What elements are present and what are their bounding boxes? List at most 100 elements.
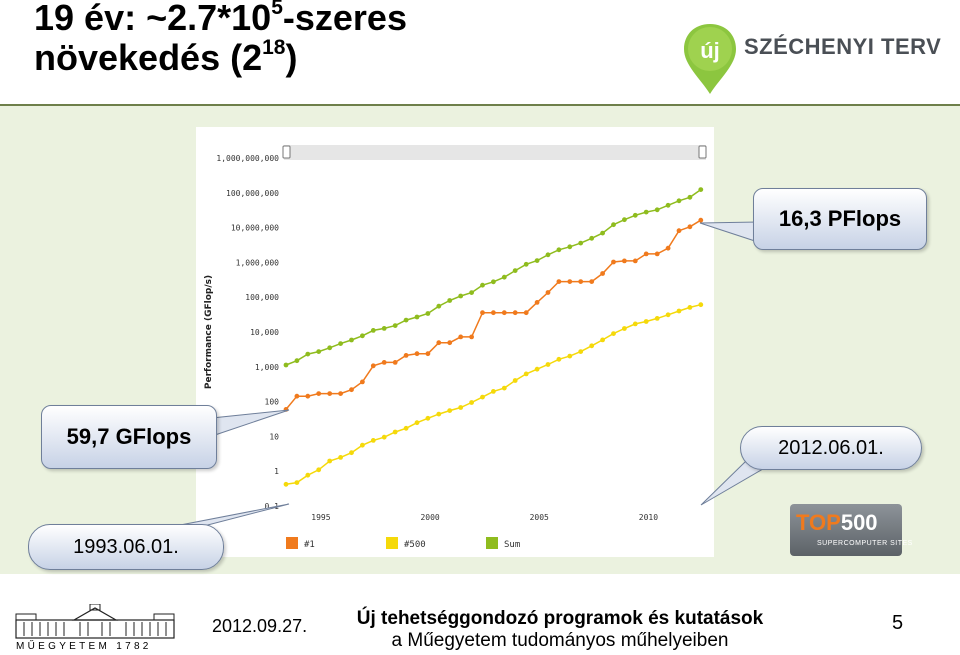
logo-text: SZÉCHENYI TERV (744, 34, 942, 59)
data-point (327, 345, 333, 351)
y-tick-label: 100 (265, 398, 280, 407)
y-tick-label: 100,000,000 (226, 189, 279, 198)
data-point (534, 366, 540, 372)
callout-start-date-text: 1993.06.01. (73, 535, 179, 558)
data-point (622, 326, 627, 331)
data-point (534, 300, 540, 305)
pointer-top-value (699, 221, 759, 243)
data-point (687, 194, 693, 200)
data-point (294, 480, 300, 485)
data-point (512, 268, 518, 273)
legend-swatch (486, 537, 498, 549)
data-point (512, 310, 518, 316)
top500-subtitle: SUPERCOMPUTER SITES (817, 540, 913, 547)
data-point (534, 258, 540, 263)
data-point (622, 217, 627, 223)
data-point (665, 245, 671, 251)
callout-end-date: 2012.06.01. (740, 426, 922, 470)
title-text-c: növekedés (2 (34, 37, 263, 78)
data-point (425, 415, 431, 421)
data-point (578, 349, 584, 354)
x-tick-label: 2005 (530, 513, 549, 522)
data-point (425, 351, 431, 357)
callout-top-value-text: 16,3 PFlops (778, 206, 902, 231)
data-point (523, 371, 529, 377)
data-point (403, 353, 409, 358)
callout-bottom-value-text: 59,7 GFlops (66, 424, 192, 449)
data-point (370, 438, 376, 443)
range-slider-handle-left (282, 145, 291, 159)
data-point (654, 207, 660, 213)
data-point (305, 351, 311, 357)
data-point (654, 316, 660, 321)
data-point (512, 378, 518, 383)
page-number: 5 (892, 612, 904, 634)
data-point (589, 235, 595, 241)
data-point (458, 405, 464, 410)
footer-line-1: Új tehetséggondozó programok és kutatáso… (356, 608, 764, 629)
data-point (294, 393, 300, 399)
data-point (283, 481, 289, 487)
data-point (458, 334, 464, 340)
data-point (676, 198, 682, 204)
data-point (370, 328, 376, 333)
chart-container: 0.1 1 10 100 1,000 10,000 100,000 1,000,000 10,0… (196, 127, 714, 557)
y-tick-label: 10,000,000 (231, 224, 279, 233)
data-point (665, 312, 671, 318)
data-point (360, 442, 365, 448)
top500-logo-text: TOP500 (796, 510, 878, 536)
data-point (622, 258, 627, 264)
data-point (491, 389, 496, 394)
title-text-b: -szeres (282, 0, 407, 38)
data-point (676, 228, 682, 234)
data-point (305, 472, 311, 478)
data-point (654, 251, 660, 257)
data-point (381, 434, 387, 440)
y-tick-label: 1,000,000,000 (216, 154, 279, 163)
y-tick-label: 1 (274, 467, 279, 476)
data-point (392, 323, 398, 328)
range-slider-track (284, 145, 706, 160)
data-point (469, 290, 474, 295)
data-point (425, 311, 431, 316)
data-point (491, 279, 496, 285)
data-point (643, 209, 649, 215)
data-point (523, 310, 529, 316)
x-tick-label: 2010 (639, 513, 658, 522)
x-tick-label: 2000 (420, 513, 439, 522)
data-point (360, 379, 365, 385)
data-point (501, 385, 507, 391)
data-point (676, 308, 682, 314)
data-point (283, 362, 289, 368)
x-tick-label: 1995 (311, 513, 330, 522)
title-rule (0, 104, 960, 106)
data-point (436, 303, 442, 309)
top500-text-num: 500 (840, 510, 878, 535)
data-point (338, 455, 343, 460)
data-point (567, 244, 573, 250)
data-point (316, 467, 322, 473)
data-point (501, 274, 507, 280)
data-point (316, 391, 322, 396)
data-point (578, 279, 584, 284)
data-point (458, 293, 464, 299)
data-point (698, 187, 704, 192)
data-point (545, 362, 551, 367)
data-point (665, 202, 671, 208)
y-tick-label: 1,000 (255, 363, 279, 372)
data-point (480, 310, 485, 316)
y-tick-label: 10,000 (250, 328, 279, 337)
data-point (414, 351, 420, 357)
data-point (414, 314, 420, 320)
data-point (687, 224, 693, 230)
data-point (491, 310, 496, 316)
data-point (600, 271, 605, 276)
data-point (567, 279, 573, 284)
y-tick-label: 100,000 (245, 293, 279, 302)
data-point (327, 391, 333, 396)
data-point (447, 408, 453, 413)
y-axis-label: Performance (GFlop/s) (204, 275, 214, 389)
bme-building-icon (15, 604, 175, 639)
data-point (403, 425, 409, 431)
data-point (632, 212, 638, 218)
